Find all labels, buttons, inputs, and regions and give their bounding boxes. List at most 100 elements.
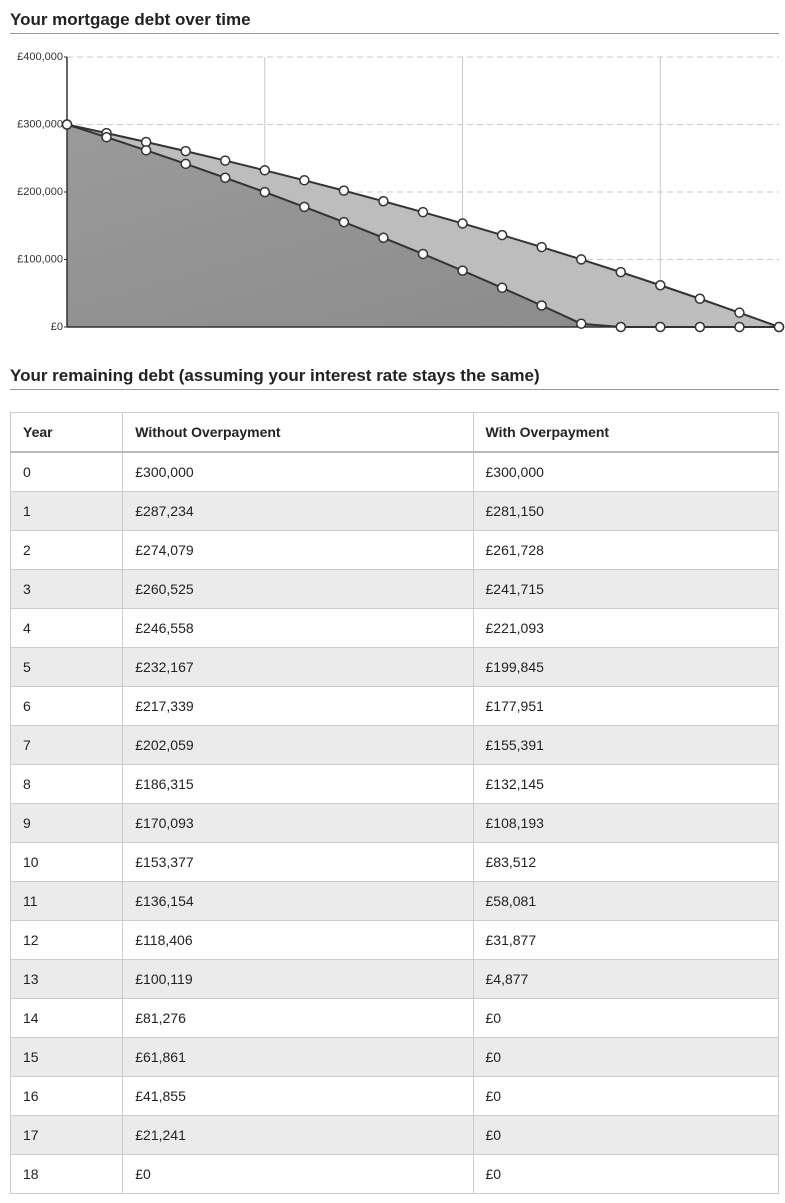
point (575, 254, 587, 265)
point (417, 206, 429, 218)
point (140, 145, 152, 156)
header-row: Year Without Overpayment With Overpayment (9, 412, 779, 453)
table-cell: 15 (9, 1037, 124, 1077)
table-cell: £0 (472, 998, 779, 1038)
table-cell: £0 (472, 1037, 779, 1077)
table-cell: 14 (9, 998, 124, 1038)
table-cell: 2 (9, 530, 124, 570)
point (180, 145, 191, 157)
table-row: 2 £274,079 £261,728 (9, 530, 779, 570)
table-cell: £108,193 (472, 803, 779, 843)
point (219, 155, 231, 166)
table-cell: £0 (472, 1076, 779, 1116)
y-tick-label: £200,000 (17, 186, 63, 198)
table-row: 17 £21,241 £0 (9, 1115, 779, 1155)
point (655, 321, 666, 333)
column-header: Year (9, 412, 124, 453)
table-cell: 7 (9, 725, 124, 765)
table-cell: £202,059 (122, 725, 474, 765)
table-cell: £41,855 (122, 1076, 474, 1116)
column-header: With Overpayment (472, 412, 779, 453)
point (457, 265, 468, 276)
table-cell: £300,000 (122, 451, 474, 492)
table-cell: 9 (9, 803, 124, 843)
chart: £0 £100,000 £200,000 £300,000 £400,000 (17, 51, 785, 333)
table-row: 18 £0 £0 (9, 1154, 779, 1194)
table-row: 10 £153,377 £83,512 (9, 842, 779, 882)
table-cell: £21,241 (122, 1115, 474, 1155)
table-cell: 17 (9, 1115, 124, 1155)
table-cell: £260,525 (122, 569, 474, 609)
table-row: 12 £118,406 £31,877 (9, 920, 779, 960)
point (61, 119, 73, 130)
table-cell: 11 (9, 881, 124, 921)
point (575, 318, 587, 329)
table-cell: 12 (9, 920, 124, 960)
table-cell: £31,877 (472, 920, 779, 960)
point (338, 185, 350, 196)
point (180, 158, 191, 170)
table-cell: £81,276 (122, 998, 474, 1038)
table-cell: £155,391 (472, 725, 779, 765)
table-cell: £287,234 (122, 491, 474, 531)
table-cell: £300,000 (472, 451, 779, 492)
table-cell: £281,150 (472, 491, 779, 531)
point (694, 321, 706, 333)
y-tick-label: £0 (51, 321, 63, 333)
table-row: 6 £217,339 £177,951 (9, 686, 779, 726)
table-cell: £261,728 (472, 530, 779, 570)
table-cell: £170,093 (122, 803, 474, 843)
chart-title: Your mortgage debt over time (10, 10, 779, 34)
table-cell: 5 (9, 647, 124, 687)
table-cell: £217,339 (122, 686, 474, 726)
table-cell: £61,861 (122, 1037, 474, 1077)
table-cell: £232,167 (122, 647, 474, 687)
point (299, 201, 310, 213)
point (219, 172, 231, 184)
column-header: Without Overpayment (122, 412, 474, 453)
y-tick-label: £400,000 (17, 51, 63, 63)
table-title: Your remaining debt (assuming your inter… (10, 366, 779, 390)
table-cell: 8 (9, 764, 124, 804)
point (615, 266, 627, 278)
point (259, 186, 271, 198)
table-row: 8 £186,315 £132,145 (9, 764, 779, 804)
point (536, 241, 547, 253)
table-cell: 4 (9, 608, 124, 648)
table-cell: 13 (9, 959, 124, 999)
table-cell: £0 (472, 1154, 779, 1194)
table-cell: £58,081 (472, 881, 779, 921)
table-cell: £83,512 (472, 842, 779, 882)
point (655, 279, 666, 291)
debt-table: Year Without Overpayment With Overpayment 0… (9, 412, 779, 1194)
point (378, 195, 389, 207)
point (338, 216, 350, 228)
table-row: 15 £61,861 £0 (9, 1037, 779, 1077)
point (694, 293, 706, 304)
table-cell: £221,093 (472, 608, 779, 648)
table-cell: 6 (9, 686, 124, 726)
point (615, 321, 627, 333)
point (734, 307, 745, 318)
table-row: 5 £232,167 £199,845 (9, 647, 779, 687)
point (734, 321, 745, 333)
table-row: 7 £202,059 £155,391 (9, 725, 779, 765)
table-cell: £0 (472, 1115, 779, 1155)
table-row: 11 £136,154 £58,081 (9, 881, 779, 921)
table-cell: £199,845 (472, 647, 779, 687)
table-cell: £136,154 (122, 881, 474, 921)
table-cell: £177,951 (472, 686, 779, 726)
table-row: 4 £246,558 £221,093 (9, 608, 779, 648)
table-row: 0 £300,000 £300,000 (9, 451, 779, 492)
table-cell: £132,145 (472, 764, 779, 804)
y-tick-label: £100,000 (17, 253, 63, 265)
table-cell: £274,079 (122, 530, 474, 570)
point (457, 218, 468, 229)
point (299, 175, 310, 186)
table-row: 1 £287,234 £281,150 (9, 491, 779, 531)
table-cell: £241,715 (472, 569, 779, 609)
table-row: 9 £170,093 £108,193 (9, 803, 779, 843)
area (67, 124, 779, 327)
